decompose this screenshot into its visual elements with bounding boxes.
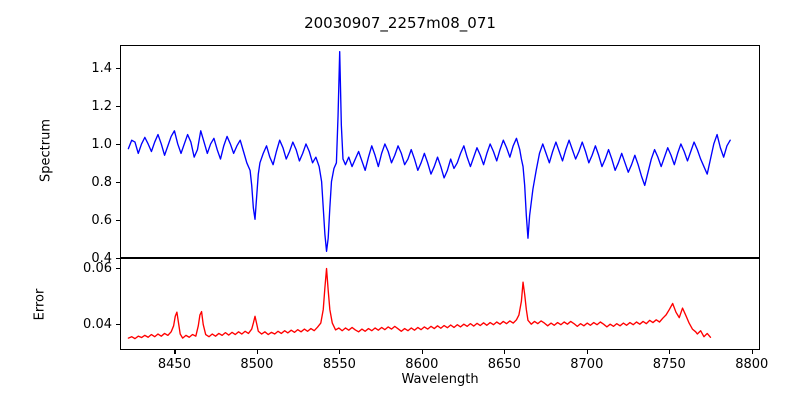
x-tick-mark xyxy=(339,350,341,354)
error-data-line xyxy=(128,269,710,339)
y-tick-mark xyxy=(116,267,120,269)
y-tick-label: 0.6 xyxy=(91,212,112,228)
x-tick-label: 8800 xyxy=(735,357,769,372)
x-tick-label: 8700 xyxy=(570,357,604,372)
x-tick-label: 8500 xyxy=(240,357,274,372)
y-tick-mark xyxy=(116,323,120,325)
y-tick-label: 0.8 xyxy=(91,174,112,190)
x-tick-mark xyxy=(421,350,423,354)
y-tick-label: 0.4 xyxy=(91,251,112,266)
y-tick-mark xyxy=(116,181,120,184)
y-tick-mark xyxy=(116,258,120,260)
x-axis-label: Wavelength xyxy=(401,372,479,387)
y-tick-label: 1.2 xyxy=(91,98,112,114)
y-tick-mark xyxy=(116,219,120,222)
y-tick-mark xyxy=(116,143,120,145)
y-tick-label: 1.0 xyxy=(91,136,112,152)
y-tick-mark xyxy=(116,67,120,69)
error-panel xyxy=(120,258,760,350)
x-tick-mark xyxy=(256,350,258,354)
x-tick-label: 8650 xyxy=(487,357,521,372)
y-tick-label: 0.06 xyxy=(83,260,112,276)
x-tick-mark xyxy=(174,350,176,354)
spectrum-data-line xyxy=(128,52,730,252)
y-tick-label: 1.4 xyxy=(91,60,112,76)
y-tick-label: 0.04 xyxy=(83,316,112,332)
y-axis-label-error: Error xyxy=(32,288,48,321)
spectrum-panel xyxy=(120,45,760,258)
x-tick-label: 8600 xyxy=(405,357,439,372)
x-tick-mark xyxy=(586,350,588,354)
x-tick-label: 8550 xyxy=(322,357,356,372)
x-tick-mark xyxy=(504,350,506,354)
x-tick-label: 8750 xyxy=(652,357,686,372)
page-title: 20030907_2257m08_071 xyxy=(304,14,496,32)
x-tick-label: 8450 xyxy=(157,357,191,372)
error-line-plot xyxy=(121,259,759,349)
x-tick-mark xyxy=(751,350,753,354)
spectrum-line-plot xyxy=(121,46,759,257)
y-tick-mark xyxy=(116,105,120,107)
x-tick-mark xyxy=(669,350,671,354)
